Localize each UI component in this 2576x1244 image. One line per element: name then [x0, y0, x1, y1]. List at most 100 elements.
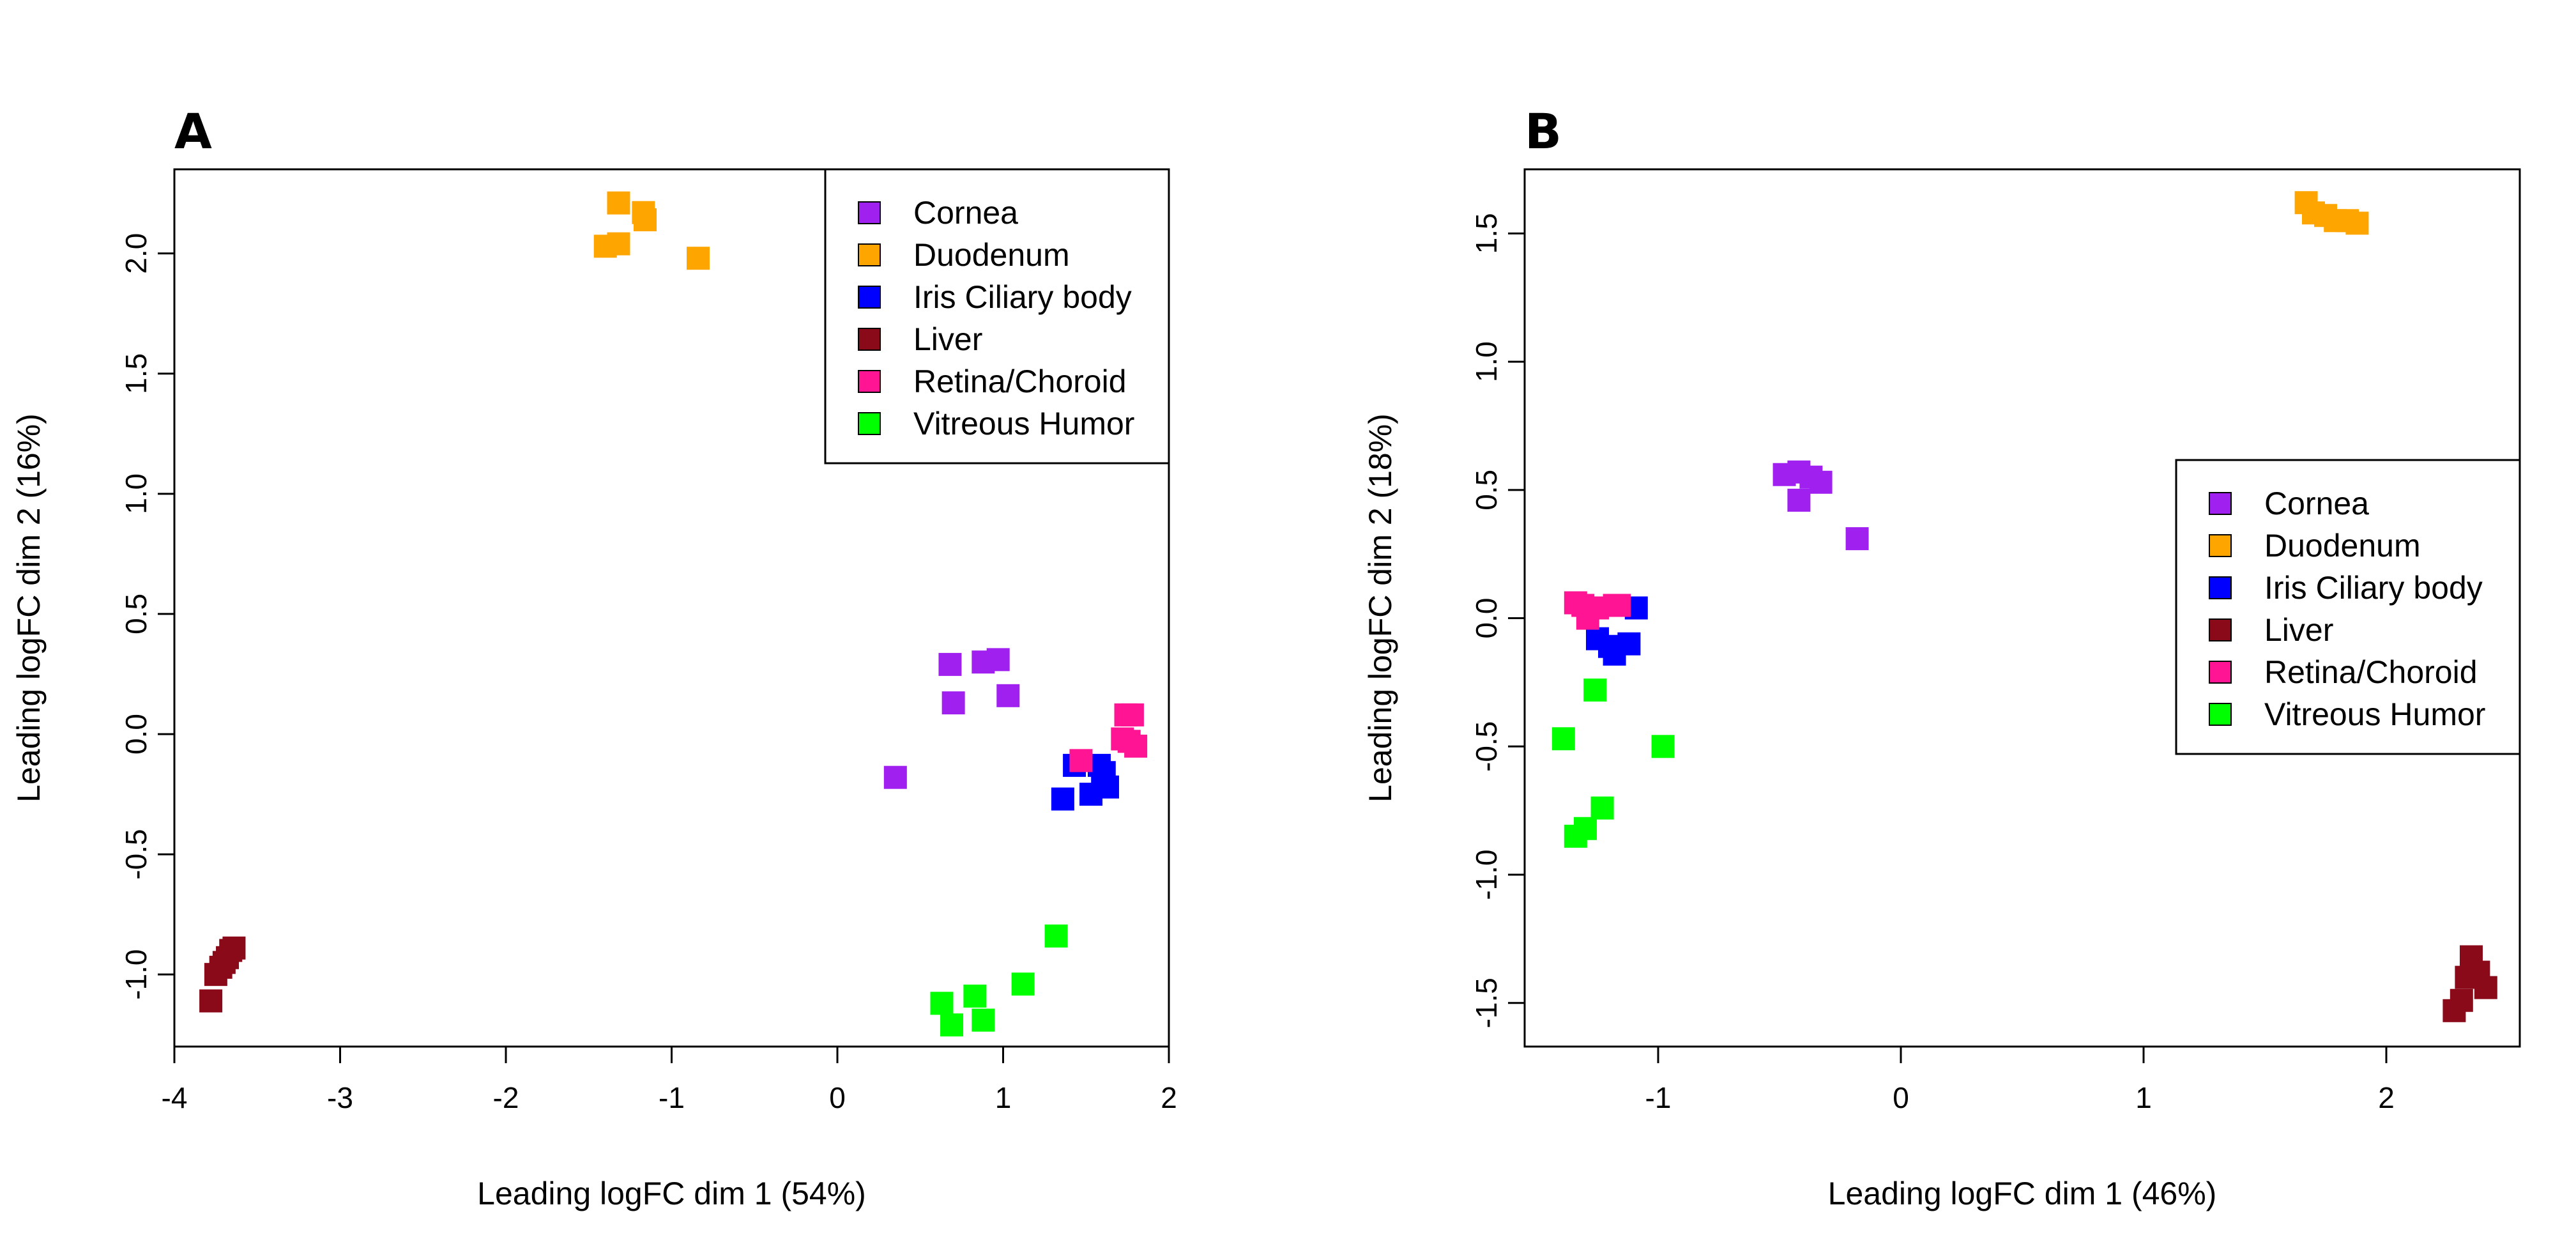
panel-a-data-point	[1044, 924, 1068, 948]
panel-a-legend-swatch	[858, 412, 881, 435]
panel-a-legend-swatch	[858, 243, 881, 266]
panel-b-y-axis: -1.5 -1.0 -0.5 0.0 0.5 1.0 1.5	[1470, 213, 1525, 1028]
panel-a-y-tick-label: 1.0	[119, 473, 153, 514]
panel-a-x-tick-label: -2	[493, 1081, 519, 1114]
panel-b-x-tick-label: 2	[2378, 1081, 2395, 1114]
panel-a-legend: Cornea Duodenum Iris Ciliary body Liver Reti…	[824, 168, 1170, 465]
panel-a-data-point	[1011, 972, 1035, 996]
panel-a-legend-swatch	[858, 370, 881, 393]
panel-b-data-point	[1845, 527, 1869, 551]
panel-a-data-point	[687, 247, 710, 270]
panel-a-series-cornea	[883, 648, 1020, 789]
panel-a-x-tick-label: -1	[659, 1081, 685, 1114]
panel-b: B -1 0 1 2 -1.5 -1.0 -0.5 0.0 0.5 1.0 1.5 Leading lo…	[1362, 103, 2521, 1211]
panel-a-legend-swatch	[858, 328, 881, 351]
panel-b-y-tick-label: -1.5	[1470, 978, 1503, 1028]
panel-a-x-tick-label: -3	[327, 1081, 353, 1114]
panel-b-data-point	[2450, 988, 2473, 1012]
panel-a-x-axis-title: Leading logFC dim 1 (54%)	[477, 1176, 866, 1211]
panel-b-data-point	[1651, 735, 1675, 758]
panel-a-data-point	[199, 989, 223, 1013]
panel-b-data-point	[1617, 632, 1641, 656]
panel-b-y-tick-label: 1.5	[1470, 213, 1503, 254]
panel-b-series-retina-choroid	[1564, 591, 1631, 630]
panel-a-legend-label: Cornea	[913, 195, 1018, 231]
panel-b-x-tick-label: -1	[1645, 1081, 1672, 1114]
panel-a: A -4 -3 -2 -1 0 1 2 -1.0 -0.5 0.0 0.5 1.0 1.5 2.0 Leadi…	[11, 103, 1177, 1211]
panel-a-data-point	[940, 1013, 964, 1037]
panel-a-data-point	[607, 191, 630, 215]
panel-a-data-point	[941, 691, 965, 715]
panel-b-legend-box	[2175, 459, 2521, 755]
panel-a-data-point	[996, 684, 1020, 707]
panel-b-data-point	[1787, 488, 1811, 512]
panel-a-legend-label: Vitreous Humor	[913, 406, 1134, 442]
panel-a-series-duodenum	[593, 191, 710, 270]
panel-b-series-vitreous-humor	[1551, 678, 1675, 848]
panel-a-y-axis-title: Leading logFC dim 2 (16%)	[11, 413, 47, 802]
panel-a-data-point	[1120, 703, 1144, 726]
panel-b-y-tick-label: 0.0	[1470, 598, 1503, 639]
panel-a-data-point	[963, 985, 987, 1008]
panel-b-legend-swatch	[2209, 703, 2232, 726]
panel-a-data-point	[930, 992, 954, 1015]
panel-a-x-tick-label: -4	[162, 1081, 188, 1114]
panel-b-y-tick-label: -0.5	[1470, 721, 1503, 772]
panel-b-x-tick-label: 1	[2135, 1081, 2152, 1114]
panel-a-legend-box	[824, 168, 1170, 465]
panel-b-legend-swatch	[2209, 661, 2232, 684]
panel-a-legend-swatch	[858, 201, 881, 224]
panel-b-series-liver	[2443, 945, 2497, 1022]
panel-b-legend-swatch	[2209, 492, 2232, 515]
panel-a-data-point	[633, 208, 657, 231]
panel-b-y-tick-label: 0.5	[1470, 470, 1503, 511]
panel-b-data-point	[1551, 727, 1575, 751]
panel-b-x-axis-title: Leading logFC dim 1 (46%)	[1828, 1176, 2217, 1211]
panel-a-y-axis: -1.0 -0.5 0.0 0.5 1.0 1.5 2.0	[119, 233, 174, 1000]
panel-a-data-point	[972, 1008, 995, 1032]
panel-b-legend-label: Cornea	[2264, 486, 2369, 521]
panel-a-y-tick-label: 0.5	[119, 594, 153, 634]
panel-b-legend-label: Vitreous Humor	[2264, 696, 2485, 732]
panel-a-legend-label: Iris Ciliary body	[913, 279, 1132, 315]
panel-a-data-point	[986, 648, 1010, 672]
panel-b-data-point	[2345, 211, 2369, 235]
panel-b-data-point	[1583, 678, 1607, 702]
panel-b-legend-swatch	[2209, 618, 2232, 641]
panel-a-label: A	[174, 103, 212, 160]
panel-a-y-tick-label: -0.5	[119, 829, 153, 879]
panel-b-data-point	[1590, 796, 1614, 820]
panel-a-data-point	[1069, 749, 1093, 772]
panel-b-y-axis-title: Leading logFC dim 2 (18%)	[1362, 413, 1398, 802]
panel-b-y-tick-label: 1.0	[1470, 341, 1503, 382]
panel-a-data-point	[1095, 775, 1119, 799]
panel-a-x-tick-label: 2	[1161, 1081, 1177, 1114]
panel-b-data-point	[1809, 470, 1833, 494]
panel-a-data-point	[607, 232, 630, 256]
panel-a-y-tick-label: 1.5	[119, 353, 153, 394]
panel-a-series-retina-choroid	[1069, 703, 1148, 772]
panel-a-y-tick-label: 0.0	[119, 714, 153, 755]
panel-a-data-point	[1051, 787, 1074, 811]
panel-a-legend-swatch	[858, 286, 881, 309]
panel-b-data-point	[1608, 594, 1631, 617]
panel-a-y-tick-label: 2.0	[119, 233, 153, 274]
panel-b-series-duodenum	[2294, 191, 2369, 235]
panel-b-data-point	[1574, 817, 1597, 840]
panel-b-legend-label: Liver	[2264, 612, 2333, 648]
panel-b-y-tick-label: -1.0	[1470, 849, 1503, 900]
panel-a-data-point	[883, 765, 907, 789]
panel-a-data-point	[222, 936, 246, 960]
panel-a-data-point	[938, 652, 962, 676]
panel-a-series-vitreous-humor	[930, 924, 1068, 1037]
panel-b-legend: Cornea Duodenum Iris Ciliary body Liver Reti…	[2175, 459, 2521, 755]
panel-a-x-tick-label: 1	[995, 1081, 1012, 1114]
panel-a-x-tick-label: 0	[829, 1081, 846, 1114]
panel-b-x-axis: -1 0 1 2	[1645, 1047, 2395, 1114]
panel-a-legend-label: Liver	[913, 321, 982, 357]
panel-b-legend-swatch	[2209, 534, 2232, 557]
panel-b-legend-label: Iris Ciliary body	[2264, 570, 2483, 606]
panel-b-x-tick-label: 0	[1893, 1081, 1909, 1114]
panel-b-legend-swatch	[2209, 576, 2232, 599]
panel-a-legend-label: Duodenum	[913, 237, 1070, 273]
